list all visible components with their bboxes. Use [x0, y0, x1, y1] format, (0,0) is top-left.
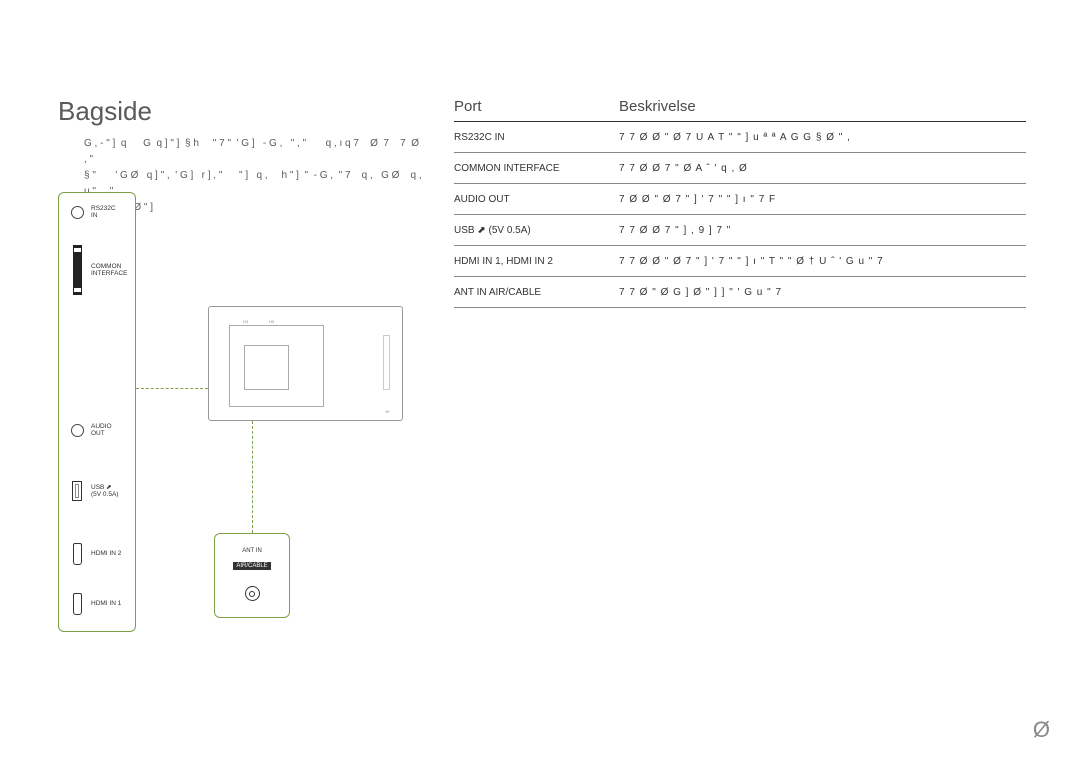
page-number: Ø	[1033, 717, 1050, 743]
th-port: Port	[454, 98, 619, 115]
table-row: RS232C IN 7 7 Ø Ø " Ø 7 U A T " " ] u ª …	[454, 122, 1026, 153]
port-label: USB ⬈ (5V 0.5A)	[91, 484, 118, 498]
port-label: HDMI IN 1	[91, 600, 121, 607]
port-audio-out: AUDIO OUT	[67, 423, 112, 437]
port-hdmi2: HDMI IN 2	[67, 543, 121, 565]
connector-line	[136, 388, 208, 389]
jack-icon	[67, 206, 87, 219]
monitor-center-frame	[244, 345, 289, 390]
port-label: RS232C IN	[91, 205, 116, 219]
ant-in-panel: ANT IN AIR/CABLE	[214, 533, 290, 618]
td-port: AUDIO OUT	[454, 194, 619, 205]
port-label: AUDIO OUT	[91, 423, 112, 437]
table-header: Port Beskrivelse	[454, 98, 1026, 122]
port-hdmi1: HDMI IN 1	[67, 593, 121, 615]
ports-table: Port Beskrivelse RS232C IN 7 7 Ø Ø " Ø 7…	[454, 98, 1026, 308]
ci-slot-icon	[67, 245, 87, 295]
monitor-side-strip	[383, 335, 390, 390]
port-rs232c: RS232C IN	[67, 205, 116, 219]
port-common-interface: COMMON INTERFACE	[67, 245, 127, 295]
td-desc: 7 7 Ø " Ø G ] Ø " ] ] " ' G u " 7	[619, 287, 1026, 298]
hdmi-icon	[67, 593, 87, 615]
table-row: USB ⬈ (5V 0.5A) 7 7 Ø Ø 7 " ] , 9 ] 7 "	[454, 215, 1026, 246]
td-desc: 7 7 Ø Ø " Ø 7 U A T " " ] u ª ª A G G § …	[619, 132, 1026, 143]
tiny-label: 8+	[385, 409, 390, 414]
td-port: HDMI IN 1, HDMI IN 2	[454, 256, 619, 267]
td-port: RS232C IN	[454, 132, 619, 143]
port-usb: USB ⬈ (5V 0.5A)	[67, 481, 118, 501]
td-port: USB ⬈ (5V 0.5A)	[454, 225, 619, 236]
td-desc: 7 7 Ø Ø " Ø 7 " ] ' 7 " " ] ı " T " " Ø …	[619, 256, 1026, 267]
td-port: ANT IN AIR/CABLE	[454, 287, 619, 298]
hdmi-icon	[67, 543, 87, 565]
port-label: COMMON INTERFACE	[91, 263, 127, 277]
port-panel: RS232C IN COMMON INTERFACE AUDIO OUT USB…	[58, 192, 136, 632]
table-row: ANT IN AIR/CABLE 7 7 Ø " Ø G ] Ø " ] ] "…	[454, 277, 1026, 308]
coax-icon	[245, 586, 260, 601]
tiny-label: H3	[269, 319, 274, 324]
table-row: COMMON INTERFACE 7 7 Ø Ø 7 " Ø A ˆ ' q ,…	[454, 153, 1026, 184]
td-desc: 7 7 Ø Ø 7 " ] , 9 ] 7 "	[619, 225, 1026, 236]
usb-icon	[67, 481, 87, 501]
ant-label-dark: AIR/CABLE	[233, 562, 270, 570]
table-row: AUDIO OUT 7 Ø Ø " Ø 7 " ] ' 7 " " ] ı " …	[454, 184, 1026, 215]
th-desc: Beskrivelse	[619, 98, 1026, 115]
table-row: HDMI IN 1, HDMI IN 2 7 7 Ø Ø " Ø 7 " ] '…	[454, 246, 1026, 277]
tiny-label: H3	[243, 319, 248, 324]
port-label: HDMI IN 2	[91, 550, 121, 557]
td-desc: 7 7 Ø Ø 7 " Ø A ˆ ' q , Ø	[619, 163, 1026, 174]
td-desc: 7 Ø Ø " Ø 7 " ] ' 7 " " ] ı " 7 F	[619, 194, 1026, 205]
page-title: Bagside	[58, 96, 152, 127]
td-port: COMMON INTERFACE	[454, 163, 619, 174]
jack-icon	[67, 424, 87, 437]
connector-line	[252, 421, 253, 533]
monitor-diagram: H3 H3 8+	[208, 306, 403, 421]
ant-label: ANT IN	[215, 548, 289, 554]
